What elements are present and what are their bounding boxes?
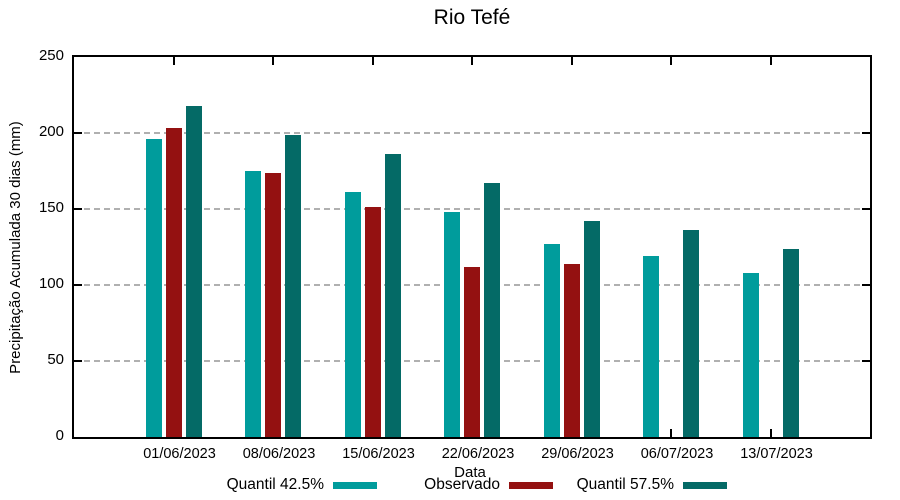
x-tick-mark-top-0	[172, 57, 175, 65]
y-tick-mark-left-200	[74, 132, 82, 134]
bar-Quantil 57.5%-29/06/2023	[583, 221, 600, 437]
x-tick-label-3: 22/06/2023	[441, 446, 515, 462]
bar-Quantil 42.5%-08/06/2023	[245, 171, 261, 437]
bar-Observado-01/06/2023	[165, 128, 182, 437]
x-tick-mark-top-1	[272, 57, 274, 65]
x-tick-mark-bottom-6	[769, 429, 772, 437]
bar-Observado-08/06/2023	[265, 172, 281, 437]
legend-entry-1: Observado	[253, 476, 553, 494]
y-tick-label-150: 150	[38, 199, 64, 216]
x-tick-label-6: 13/07/2023	[740, 446, 813, 462]
bar-Quantil 57.5%-08/06/2023	[285, 134, 301, 437]
y-tick-label-200: 200	[38, 123, 64, 140]
legend-entry-0: Quantil 42.5%	[77, 476, 377, 494]
bar-Quantil 57.5%-06/07/2023	[683, 230, 699, 437]
legend-label-1: Observado	[424, 476, 500, 493]
legend-label-0: Quantil 42.5%	[226, 476, 324, 493]
y-tick-mark-right-50	[862, 360, 870, 362]
gridline-y-150	[74, 208, 870, 210]
bar-Quantil 57.5%-15/06/2023	[384, 154, 401, 437]
x-tick-label-1: 08/06/2023	[242, 446, 316, 462]
gridline-y-200	[74, 132, 870, 134]
x-tick-mark-top-3	[471, 57, 473, 65]
bar-Quantil 42.5%-22/06/2023	[444, 212, 460, 437]
y-tick-mark-left-150	[74, 208, 82, 210]
bar-Observado-22/06/2023	[464, 266, 480, 437]
chart-title: Rio Tefé	[433, 6, 511, 29]
bar-Quantil 57.5%-22/06/2023	[484, 183, 500, 437]
bar-Quantil 42.5%-29/06/2023	[543, 243, 560, 437]
bar-Quantil 57.5%-13/07/2023	[782, 248, 799, 437]
y-tick-mark-left-50	[74, 360, 82, 362]
y-tick-mark-right-100	[862, 284, 870, 286]
x-axis-title: Data	[454, 464, 486, 481]
x-tick-mark-top-4	[570, 57, 573, 65]
bar-Quantil 57.5%-01/06/2023	[185, 105, 202, 437]
x-tick-label-2: 15/06/2023	[342, 446, 415, 462]
legend-label-2: Quantil 57.5%	[576, 476, 674, 493]
y-tick-label-50: 50	[47, 351, 64, 368]
y-tick-mark-left-100	[74, 284, 82, 286]
y-tick-mark-right-200	[862, 132, 870, 134]
legend-swatch-2	[683, 481, 727, 489]
legend-entry-2: Quantil 57.5%	[427, 476, 727, 494]
bar-Quantil 42.5%-06/07/2023	[643, 256, 659, 437]
y-tick-label-100: 100	[38, 275, 64, 292]
x-tick-mark-bottom-5	[670, 429, 672, 437]
x-tick-label-5: 06/07/2023	[640, 446, 714, 462]
bar-Quantil 42.5%-15/06/2023	[344, 192, 361, 437]
x-tick-label-0: 01/06/2023	[143, 446, 216, 462]
bar-Observado-15/06/2023	[364, 207, 381, 437]
bar-Quantil 42.5%-01/06/2023	[145, 139, 162, 437]
legend-swatch-1	[509, 481, 553, 489]
legend-swatch-0	[333, 481, 377, 489]
y-axis-title-box: Precipitação Acumulada 30 dias (mm)	[0, 55, 30, 439]
plot-area	[72, 55, 872, 439]
bar-Observado-29/06/2023	[563, 263, 580, 437]
x-tick-label-4: 29/06/2023	[541, 446, 614, 462]
y-tick-label-250: 250	[38, 47, 64, 64]
bar-Quantil 42.5%-13/07/2023	[742, 272, 759, 437]
x-tick-mark-top-6	[769, 57, 772, 65]
x-tick-mark-top-5	[670, 57, 672, 65]
x-tick-mark-top-2	[371, 57, 374, 65]
y-tick-mark-right-150	[862, 208, 870, 210]
y-axis-title: Precipitação Acumulada 30 dias (mm)	[6, 120, 24, 374]
y-tick-label-0: 0	[55, 427, 64, 444]
